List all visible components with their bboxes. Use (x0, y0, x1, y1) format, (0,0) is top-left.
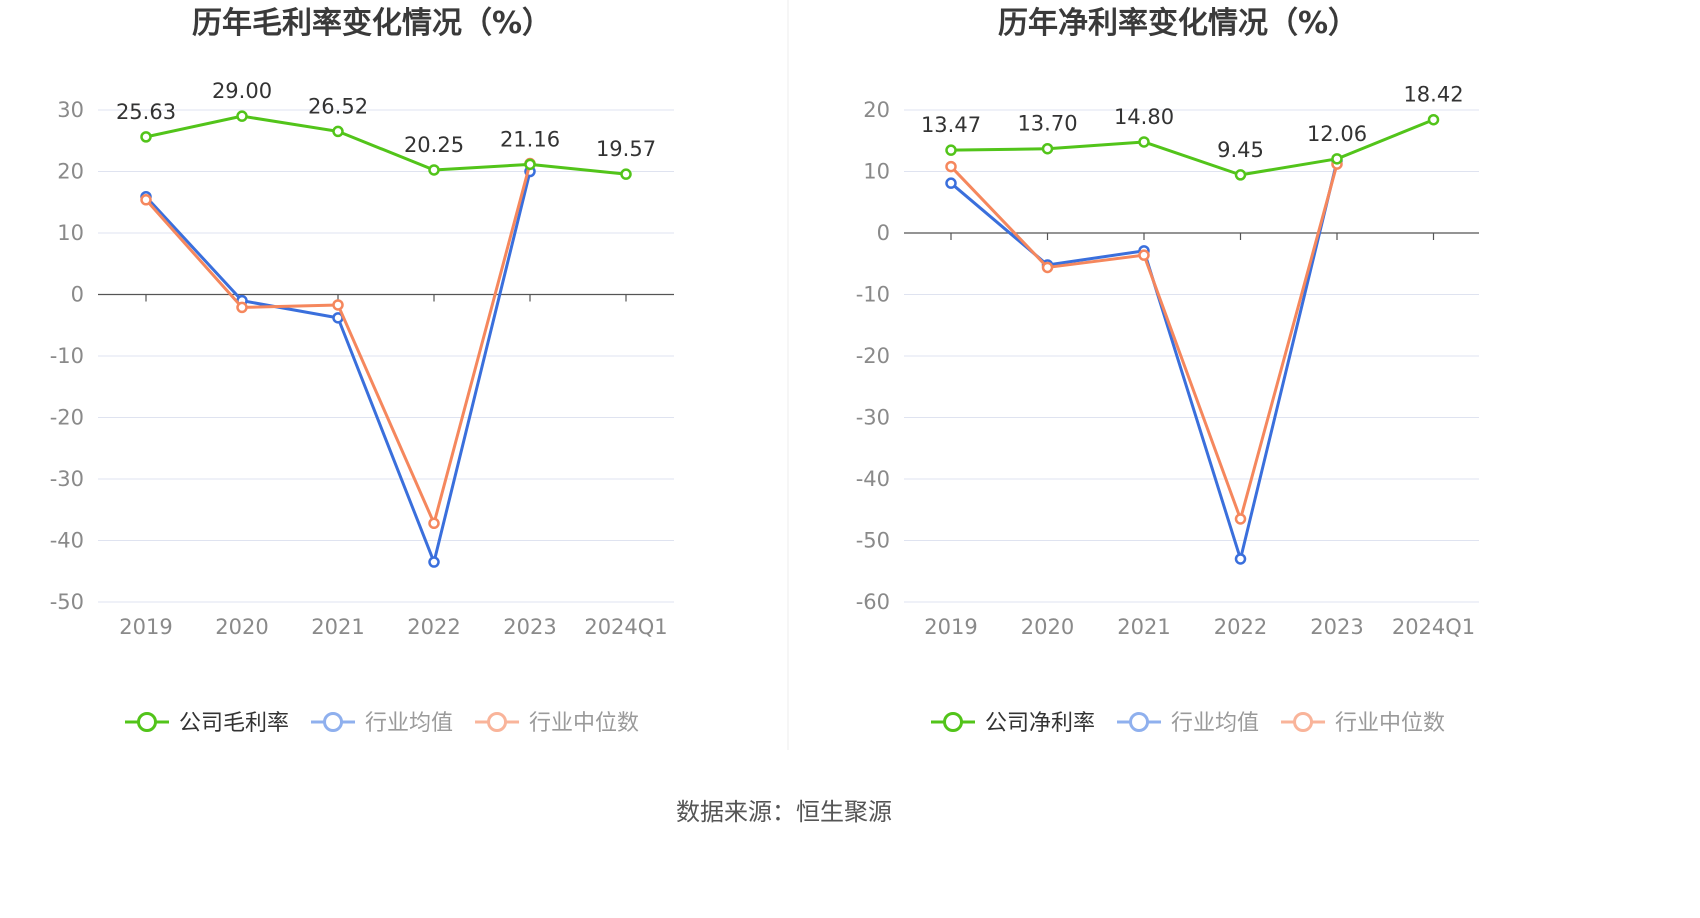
data-label: 13.70 (1017, 112, 1077, 136)
data-point-industry-median[interactable] (1234, 513, 1247, 525)
y-tick-label: -30 (50, 467, 84, 491)
x-tick-label: 2019 (924, 615, 977, 639)
data-label: 13.47 (921, 113, 981, 137)
data-point-company[interactable] (236, 110, 248, 122)
series-line-company (950, 118, 1435, 177)
y-tick-label: -10 (50, 344, 84, 368)
x-tick-label: 2022 (1214, 615, 1267, 639)
data-label: 9.45 (1217, 138, 1264, 162)
data-label: 19.57 (596, 137, 656, 161)
y-tick-label: -50 (856, 529, 890, 553)
x-tick-label: 2021 (1117, 615, 1170, 639)
series-line-industry-median (144, 163, 532, 525)
data-point-industry-avg[interactable] (1234, 553, 1247, 565)
y-tick-label: 0 (877, 221, 890, 245)
y-tick-label: 0 (71, 283, 84, 307)
data-point-company[interactable] (945, 144, 957, 156)
y-tick-label: -20 (856, 344, 890, 368)
data-label: 25.63 (116, 100, 176, 124)
legend-swatch-marker (323, 712, 344, 732)
legend-swatch-marker (1129, 712, 1150, 732)
y-tick-label: -40 (856, 467, 890, 491)
series-line-company (145, 114, 627, 176)
legend-label: 行业中位数 (529, 711, 639, 736)
data-point-industry-median[interactable] (236, 301, 248, 314)
legend-item-company[interactable]: 公司净利率 (931, 711, 1095, 736)
data-point-company[interactable] (620, 168, 632, 180)
y-tick-label: 20 (863, 98, 890, 122)
data-point-company[interactable] (1041, 142, 1054, 155)
data-point-company[interactable] (140, 131, 152, 143)
data-point-industry-median[interactable] (332, 299, 344, 311)
chart-title: 历年净利率变化情况（%） (998, 6, 1358, 41)
legend-label: 行业均值 (1171, 711, 1259, 736)
legend-label: 公司毛利率 (179, 711, 289, 736)
data-point-company[interactable] (1138, 136, 1150, 148)
y-tick-label: 10 (863, 160, 890, 184)
y-tick-label: 20 (57, 160, 84, 184)
data-point-company[interactable] (1331, 153, 1343, 165)
data-point-company[interactable] (1427, 113, 1440, 126)
data-point-company[interactable] (428, 164, 440, 176)
y-tick-label: -20 (50, 406, 84, 430)
y-tick-label: -50 (50, 590, 84, 614)
data-label: 29.00 (212, 79, 272, 103)
net-margin-chart: 历年净利率变化情况（%） 20 10 0 -10 -20 -30 -40 -50 -60 2019 2… (856, 6, 1479, 736)
x-tick-label: 2024Q1 (584, 615, 667, 639)
x-tick-label: 2019 (119, 615, 172, 639)
x-tick-label: 2021 (311, 615, 364, 639)
legend-item-industry-median[interactable]: 行业中位数 (475, 711, 639, 736)
gross-margin-chart: 历年毛利率变化情况（%） 30 20 10 0 -10 -20 -30 -40 -50 2019 20… (50, 6, 674, 736)
legend-item-industry-avg[interactable]: 行业均值 (1117, 711, 1259, 736)
source-text: 数据来源：恒生聚源 (676, 798, 892, 826)
data-point-industry-median[interactable] (1041, 261, 1054, 274)
data-point-industry-median[interactable] (1138, 249, 1150, 261)
data-point-industry-median[interactable] (140, 194, 152, 206)
series-line-industry-avg (144, 171, 532, 564)
data-point-industry-median[interactable] (945, 160, 957, 173)
y-tick-label: 30 (57, 98, 84, 122)
data-point-company[interactable] (332, 125, 344, 138)
data-point-company[interactable] (1234, 169, 1247, 181)
data-label: 20.25 (404, 133, 464, 157)
chart-title: 历年毛利率变化情况（%） (192, 6, 552, 41)
legend-item-industry-median[interactable]: 行业中位数 (1281, 711, 1445, 736)
y-tick-label: -60 (856, 590, 890, 614)
x-tick-label: 2020 (1021, 615, 1074, 639)
legend-swatch-marker (943, 712, 963, 732)
data-label: 14.80 (1114, 105, 1174, 129)
data-label: 26.52 (308, 94, 368, 118)
x-tick-label: 2022 (407, 615, 460, 639)
x-tick-label: 2020 (215, 615, 268, 639)
x-tick-label: 2024Q1 (1392, 615, 1475, 639)
data-point-industry-avg[interactable] (945, 177, 957, 189)
data-label: 21.16 (500, 127, 560, 151)
legend-swatch-marker (1293, 712, 1314, 732)
data-label: 18.42 (1403, 83, 1463, 107)
legend-item-company[interactable]: 公司毛利率 (125, 711, 289, 736)
y-tick-label: -30 (856, 406, 890, 430)
data-point-industry-median[interactable] (428, 517, 440, 530)
x-tick-label: 2023 (1310, 615, 1363, 639)
y-tick-label: -40 (50, 529, 84, 553)
y-tick-label: 10 (57, 221, 84, 245)
series-line-industry-median (949, 163, 1339, 521)
y-tick-label: -10 (856, 283, 890, 307)
x-tick-label: 2023 (503, 615, 556, 639)
series-line-industry-avg (950, 160, 1339, 561)
data-point-company[interactable] (524, 158, 536, 171)
legend-label: 行业中位数 (1335, 711, 1445, 736)
legend-label: 行业均值 (365, 711, 453, 736)
data-point-industry-avg[interactable] (428, 556, 440, 568)
legend-item-industry-avg[interactable]: 行业均值 (311, 711, 453, 736)
data-label: 12.06 (1307, 122, 1367, 146)
legend-swatch-marker (487, 712, 508, 732)
legend-label: 公司净利率 (985, 711, 1095, 736)
legend-swatch-marker (137, 712, 157, 732)
